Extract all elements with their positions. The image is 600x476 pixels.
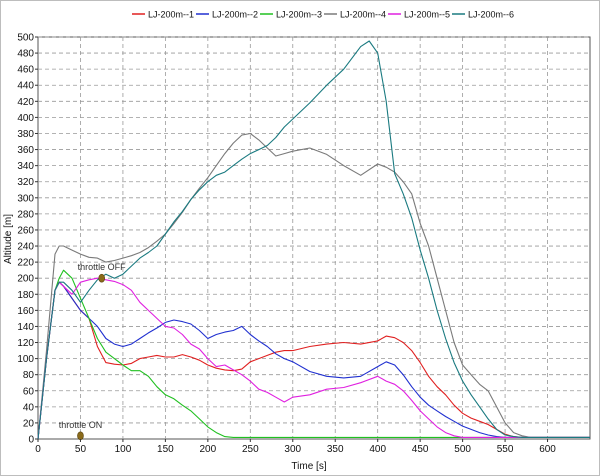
y-tick-label: 160 [17,306,34,317]
y-tick-label: 180 [17,290,34,301]
y-tick-label: 320 [17,177,34,188]
x-tick-label: 50 [75,444,87,455]
y-tick-label: 120 [17,338,34,349]
legend-label: LJ-200m--2 [212,10,258,20]
x-tick-label: 150 [157,444,174,455]
x-tick-label: 100 [115,444,132,455]
x-axis-title: Time [s] [291,461,326,472]
series-line-5 [37,277,590,440]
x-tick-label: 250 [242,444,259,455]
y-tick-label: 100 [17,354,34,365]
x-tick-label: 350 [327,444,344,455]
y-tick-label: 0 [28,435,34,446]
y-tick-label: 80 [23,370,35,381]
legend-label: LJ-200m--1 [148,10,194,20]
y-tick-label: 400 [17,113,34,124]
y-tick-label: 200 [17,274,34,285]
y-tick-label: 460 [17,65,34,76]
legend-label: LJ-200m--3 [276,10,322,20]
x-tick-label: 550 [497,444,514,455]
y-tick-label: 280 [17,209,34,220]
x-tick-label: 300 [284,444,301,455]
y-tick-label: 300 [17,193,34,204]
y-tick-label: 20 [23,418,35,429]
series-line-4 [37,132,590,440]
annotation-marker [98,273,105,283]
legend-label: LJ-200m--6 [468,10,514,20]
y-tick-label: 40 [23,402,35,413]
annotation-marker [77,431,84,441]
y-tick-label: 480 [17,49,34,60]
x-tick-label: 400 [369,444,386,455]
plot-area [37,36,591,440]
y-tick-label: 500 [17,33,34,44]
y-tick-label: 340 [17,161,34,172]
y-axis-title: Altitude [m] [3,214,14,264]
y-tick-label: 380 [17,129,34,140]
x-tick-label: 450 [412,444,429,455]
y-tick-label: 220 [17,258,34,269]
y-tick-label: 240 [17,242,34,253]
legend: LJ-200m--1 LJ-200m--2 LJ-200m--3 LJ-200m--4… [132,10,514,20]
x-tick-label: 600 [539,444,556,455]
series-line-2 [37,281,590,440]
axes: 0 50 100 150 200 250 300 350 400 450 500 550 600 0 20 4… [17,33,556,456]
x-tick-label: 0 [35,444,41,455]
y-tick-label: 60 [23,386,35,397]
series-line-3 [37,269,590,440]
y-tick-label: 260 [17,225,34,236]
y-tick-label: 140 [17,322,34,333]
series-lines [37,40,590,440]
x-tick-label: 200 [200,444,217,455]
annotation-label: throttle OFF [78,262,127,272]
y-tick-label: 360 [17,145,34,156]
series-line-1 [37,281,590,440]
y-tick-label: 420 [17,97,34,108]
y-tick-label: 440 [17,81,34,92]
x-tick-label: 500 [454,444,471,455]
series-line-6 [37,40,590,440]
annotation-label: throttle ON [59,420,103,430]
legend-label: LJ-200m--5 [404,10,450,20]
legend-label: LJ-200m--4 [340,10,386,20]
